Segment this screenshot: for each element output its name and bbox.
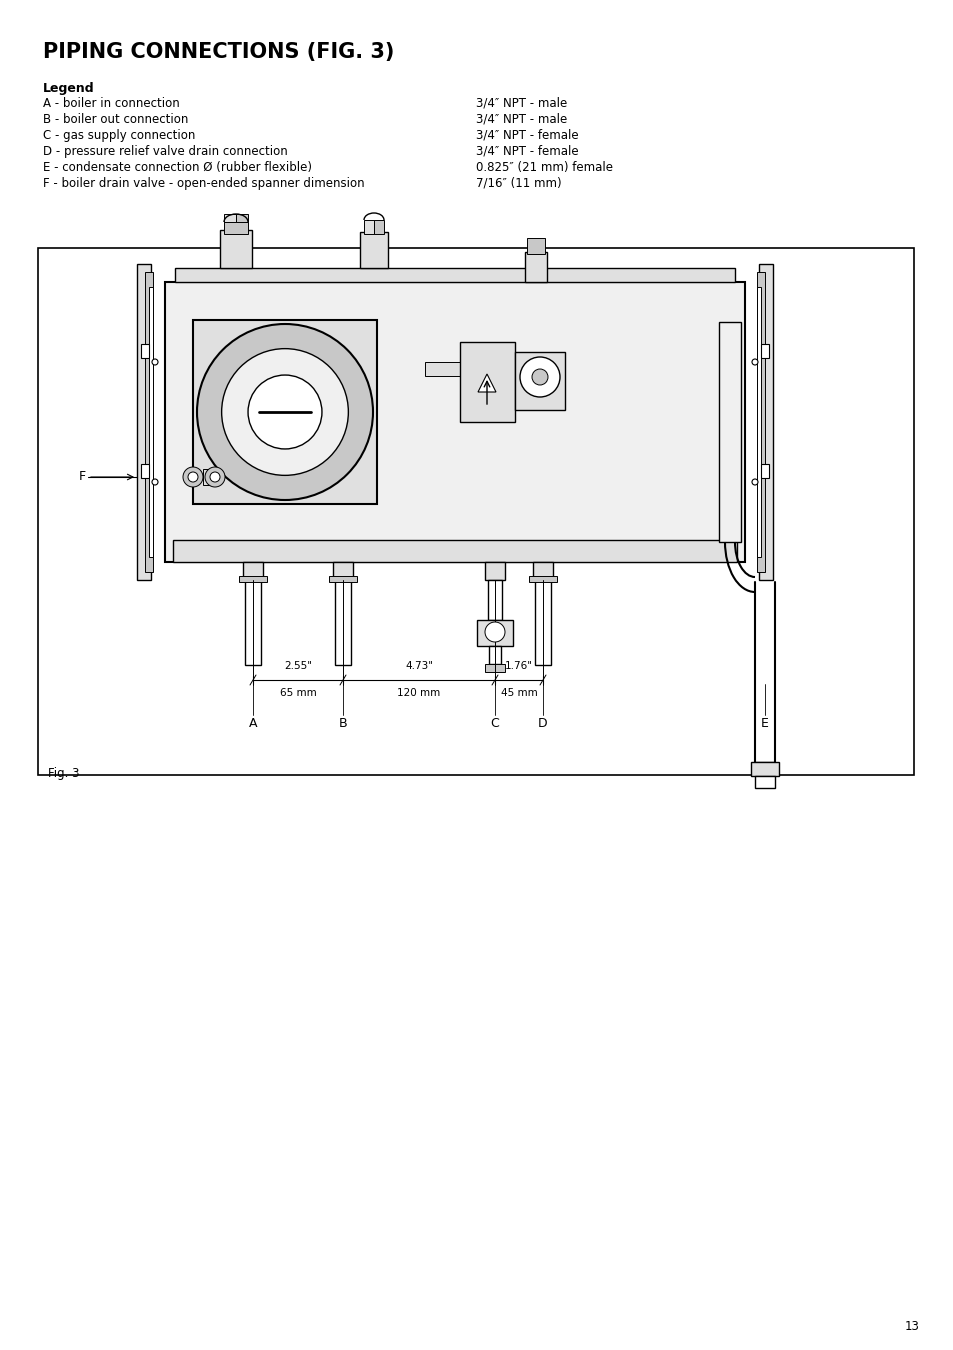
Text: 3/4″ NPT - female: 3/4″ NPT - female bbox=[476, 130, 578, 142]
Bar bbox=[374, 220, 384, 234]
Polygon shape bbox=[477, 374, 496, 392]
Text: Legend: Legend bbox=[43, 82, 94, 94]
Bar bbox=[329, 576, 356, 582]
Text: F: F bbox=[79, 471, 86, 483]
Bar bbox=[235, 215, 248, 221]
Circle shape bbox=[188, 472, 198, 482]
Text: A - boiler in connection: A - boiler in connection bbox=[43, 97, 179, 109]
Text: 7/16″ (11 mm): 7/16″ (11 mm) bbox=[476, 177, 561, 190]
Bar bbox=[220, 230, 252, 269]
Text: F - boiler drain valve - open-ended spanner dimension: F - boiler drain valve - open-ended span… bbox=[43, 177, 364, 190]
Circle shape bbox=[519, 356, 559, 397]
Bar bbox=[759, 265, 772, 580]
Text: 3/4″ NPT - female: 3/4″ NPT - female bbox=[476, 144, 578, 158]
Text: 120 mm: 120 mm bbox=[397, 688, 440, 698]
Bar bbox=[359, 232, 388, 269]
Bar bbox=[529, 576, 557, 582]
Circle shape bbox=[152, 479, 158, 485]
Bar bbox=[364, 220, 374, 234]
Text: 3/4″ NPT - male: 3/4″ NPT - male bbox=[476, 97, 567, 109]
Bar bbox=[149, 288, 152, 558]
Text: C - gas supply connection: C - gas supply connection bbox=[43, 130, 195, 142]
Bar bbox=[174, 269, 734, 282]
Bar bbox=[757, 288, 760, 558]
Bar bbox=[224, 221, 248, 234]
Text: 2.55": 2.55" bbox=[284, 662, 312, 671]
Bar bbox=[476, 620, 513, 647]
Circle shape bbox=[751, 359, 758, 364]
Circle shape bbox=[196, 324, 373, 500]
Text: PIPING CONNECTIONS (FIG. 3): PIPING CONNECTIONS (FIG. 3) bbox=[43, 42, 394, 62]
Bar bbox=[193, 320, 376, 504]
Bar bbox=[750, 761, 779, 776]
Bar bbox=[484, 664, 504, 672]
Text: A: A bbox=[249, 717, 257, 730]
Text: C: C bbox=[490, 717, 498, 730]
Bar bbox=[224, 215, 235, 221]
Text: B - boiler out connection: B - boiler out connection bbox=[43, 113, 188, 126]
Circle shape bbox=[205, 467, 225, 487]
Text: 65 mm: 65 mm bbox=[279, 688, 316, 698]
Circle shape bbox=[751, 479, 758, 485]
Bar bbox=[754, 776, 774, 788]
Bar bbox=[145, 271, 152, 572]
Text: 45 mm: 45 mm bbox=[500, 688, 537, 698]
Bar bbox=[757, 271, 764, 572]
Bar bbox=[515, 352, 564, 410]
Bar bbox=[526, 238, 544, 254]
Text: 4.73": 4.73" bbox=[405, 662, 433, 671]
Bar bbox=[719, 323, 740, 541]
Bar bbox=[239, 576, 267, 582]
Bar bbox=[459, 342, 515, 423]
Bar bbox=[489, 647, 500, 664]
Bar bbox=[335, 580, 351, 666]
Bar bbox=[484, 562, 504, 580]
Circle shape bbox=[152, 359, 158, 364]
Bar bbox=[535, 580, 551, 666]
Bar bbox=[172, 540, 737, 562]
Circle shape bbox=[248, 375, 321, 450]
Circle shape bbox=[484, 622, 504, 643]
Bar bbox=[524, 252, 546, 282]
Bar bbox=[245, 580, 261, 666]
Text: 3/4″ NPT - male: 3/4″ NPT - male bbox=[476, 113, 567, 126]
Circle shape bbox=[183, 467, 203, 487]
Bar bbox=[333, 562, 353, 580]
Bar bbox=[760, 344, 768, 358]
Bar bbox=[38, 248, 913, 775]
Bar bbox=[141, 464, 149, 478]
Bar bbox=[488, 580, 501, 620]
Bar bbox=[141, 344, 149, 358]
Circle shape bbox=[210, 472, 220, 482]
Text: E - condensate connection Ø (rubber flexible): E - condensate connection Ø (rubber flex… bbox=[43, 161, 312, 174]
Bar bbox=[203, 468, 214, 485]
Bar bbox=[243, 562, 263, 580]
Text: D - pressure relief valve drain connection: D - pressure relief valve drain connecti… bbox=[43, 144, 288, 158]
Circle shape bbox=[532, 369, 547, 385]
Text: E: E bbox=[760, 717, 768, 730]
Text: B: B bbox=[338, 717, 347, 730]
Bar bbox=[424, 362, 459, 377]
Bar bbox=[165, 282, 744, 562]
Bar bbox=[760, 464, 768, 478]
Text: D: D bbox=[537, 717, 547, 730]
Circle shape bbox=[221, 348, 348, 475]
Text: 1.76": 1.76" bbox=[504, 662, 533, 671]
Bar bbox=[533, 562, 553, 580]
Text: Fig. 3: Fig. 3 bbox=[48, 767, 79, 780]
Text: 13: 13 bbox=[904, 1320, 919, 1332]
Bar bbox=[137, 265, 151, 580]
Text: 0.825″ (21 mm) female: 0.825″ (21 mm) female bbox=[476, 161, 613, 174]
